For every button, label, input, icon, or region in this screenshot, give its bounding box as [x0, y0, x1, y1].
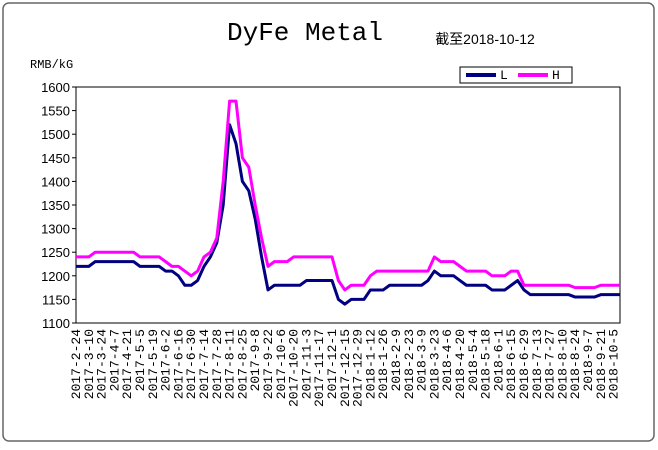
x-tick-label: 2018-1-12 [363, 329, 378, 399]
y-axis-label: RMB/kG [30, 58, 73, 72]
x-tick-label: 2017-10-20 [287, 329, 302, 407]
y-tick-label: 1100 [42, 316, 70, 331]
x-tick-label: 2018-2-23 [402, 329, 417, 399]
plot-area [75, 86, 621, 324]
x-tick-label: 2017-8-25 [235, 329, 250, 399]
x-tick-label: 2017-9-8 [248, 329, 263, 391]
x-tick-label: 2017-12-15 [338, 329, 353, 407]
y-tick-label: 1300 [41, 222, 70, 237]
x-tick-label: 2017-10-6 [274, 329, 289, 399]
legend-label: L [500, 68, 508, 83]
x-tick-label: 2017-7-14 [197, 329, 212, 399]
y-tick-label: 1200 [41, 269, 70, 284]
y-tick-label: 1350 [41, 198, 70, 213]
x-tick-label: 2017-12-1 [325, 329, 340, 399]
x-tick-label: 2017-8-11 [223, 329, 238, 399]
x-tick-label: 2018-6-1 [491, 329, 506, 392]
x-tick-label: 2017-5-19 [146, 329, 161, 399]
x-tick-label: 2017-7-28 [210, 329, 225, 399]
x-tick-label: 2017-6-30 [184, 329, 199, 399]
chart-title: DyFe Metal [227, 18, 383, 48]
x-tick-label: 2017-12-29 [351, 329, 366, 407]
x-tick-label: 2018-2-9 [389, 329, 404, 391]
x-tick-label: 2017-9-22 [261, 329, 276, 399]
x-tick-label: 2017-6-16 [171, 329, 186, 399]
y-tick-label: 1550 [41, 104, 70, 119]
x-tick-label: 2018-5-18 [479, 329, 494, 399]
y-tick-label: 1400 [41, 174, 70, 189]
x-tick-label: 2018-9-7 [581, 329, 596, 391]
y-tick-label: 1500 [41, 127, 70, 142]
x-tick-label: 2018-4-20 [453, 329, 468, 399]
line-series [76, 99, 620, 292]
x-tick-label: 2018-4-6 [440, 329, 455, 391]
x-tick-label: 2018-7-27 [543, 329, 558, 399]
x-tick-label: 2018-10-5 [607, 329, 622, 399]
x-tick-label: 2018-6-29 [517, 329, 532, 399]
x-tick-label: 2018-7-13 [530, 329, 545, 399]
chart-subtitle: 截至2018-10-12 [435, 31, 535, 47]
x-tick-label: 2018-8-24 [568, 329, 583, 399]
x-tick-label: 2017-4-21 [120, 329, 135, 399]
x-tick-label: 2017-4-7 [107, 329, 122, 391]
x-tick-label: 2018-8-10 [555, 329, 570, 399]
x-tick-label: 2017-11-17 [312, 329, 327, 407]
y-tick-label: 1150 [42, 292, 70, 307]
x-tick-label: 2017-11-3 [299, 329, 314, 399]
x-tick-label: 2017-2-24 [69, 329, 84, 399]
x-tick-label: 2018-3-23 [427, 329, 442, 399]
x-tick-label: 2017-6-2 [159, 329, 174, 391]
line-series [76, 123, 620, 306]
x-tick-label: 2018-6-15 [504, 329, 519, 399]
x-tick-label: 2018-1-26 [376, 329, 391, 399]
x-tick-label: 2017-3-10 [82, 329, 97, 399]
x-tick-label: 2017-3-24 [95, 329, 110, 399]
x-tick-label: 2018-3-9 [415, 329, 430, 391]
legend-box [459, 66, 573, 84]
x-tick-label: 2018-5-4 [466, 329, 481, 392]
legend-label: H [552, 68, 560, 83]
y-tick-label: 1600 [41, 80, 70, 95]
y-tick-label: 1450 [41, 151, 70, 166]
y-tick-label: 1250 [41, 245, 70, 260]
x-tick-label: 2017-5-5 [133, 329, 148, 391]
x-tick-label: 2018-9-21 [594, 329, 609, 399]
